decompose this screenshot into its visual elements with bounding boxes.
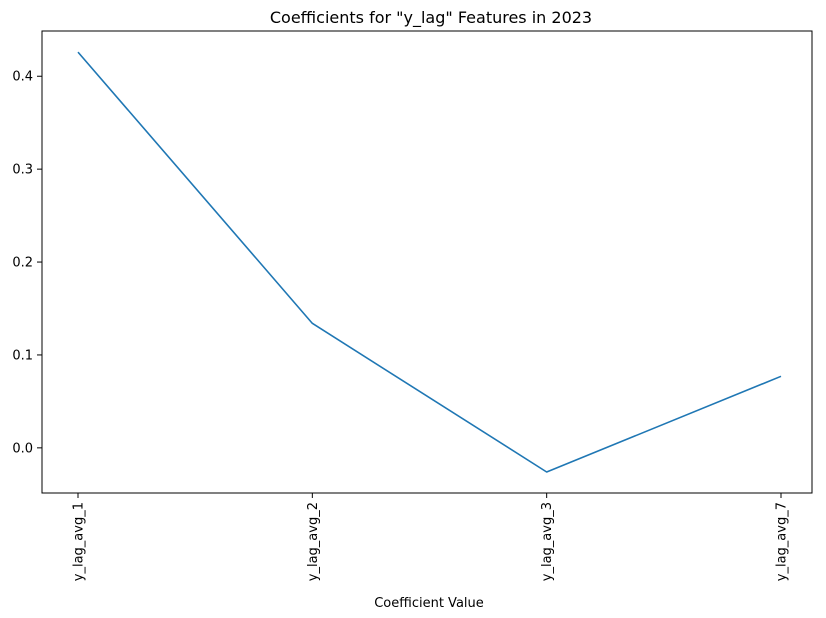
x-tick-label: y_lag_avg_3: [540, 502, 555, 581]
x-tick-label: y_lag_avg_1: [72, 502, 87, 581]
x-axis: y_lag_avg_1 y_lag_avg_2 y_lag_avg_3 y_lag_a…: [72, 493, 790, 581]
y-tick-label: 0.2: [12, 256, 33, 271]
chart-title: Coefficients for "y_lag" Features in 202…: [270, 8, 592, 28]
y-tick-label: 0.4: [12, 70, 33, 85]
plot-area: [77, 51, 782, 473]
y-tick-label: 0.0: [12, 441, 33, 456]
y-axis: 0.0 0.1 0.2 0.3 0.4: [12, 70, 42, 456]
y-tick-label: 0.1: [12, 348, 33, 363]
x-axis-label: Coefficient Value: [374, 596, 484, 611]
x-tick-label: y_lag_avg_2: [306, 502, 321, 581]
series-line: [77, 51, 782, 473]
x-tick-label: y_lag_avg_7: [775, 502, 790, 581]
y-tick-label: 0.3: [12, 163, 33, 178]
